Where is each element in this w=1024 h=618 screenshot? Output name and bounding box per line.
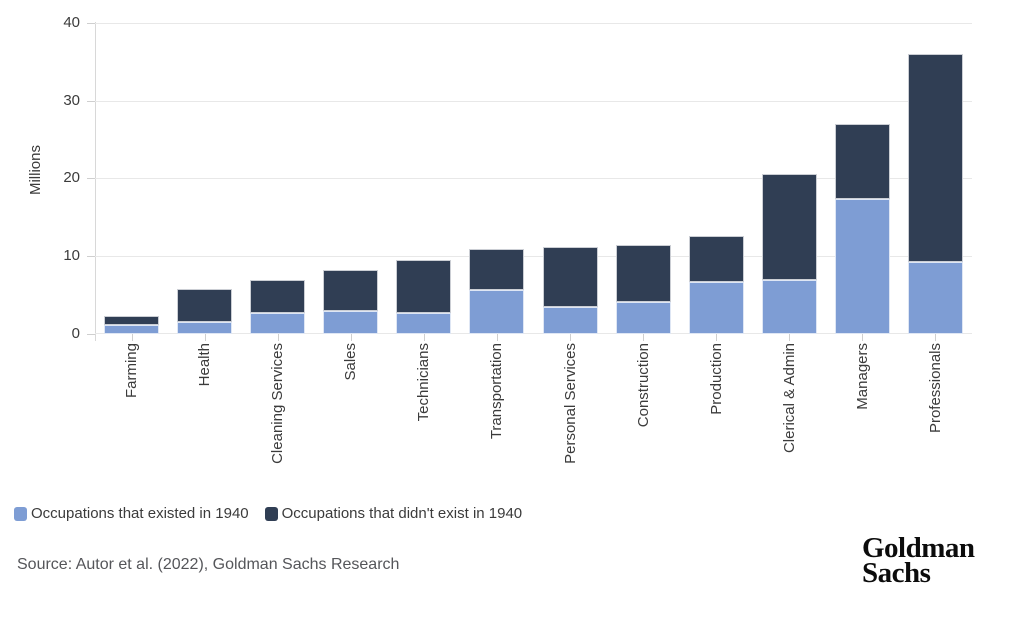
bar-managers xyxy=(834,124,890,334)
bar-segment-existed xyxy=(542,307,598,334)
bar-technicians xyxy=(396,260,452,334)
bar-professionals xyxy=(907,54,963,334)
bar-construction xyxy=(615,245,671,334)
x-axis-label-personal-services: Personal Services xyxy=(561,343,579,464)
bar-segment-existed xyxy=(323,311,379,334)
x-axis-label-sales: Sales xyxy=(342,343,360,381)
bar-segment-existed xyxy=(688,282,744,334)
y-tick-mark xyxy=(87,334,95,335)
bar-segment-existed xyxy=(396,313,452,334)
y-tick-label: 10 xyxy=(63,247,80,264)
x-tick-mark xyxy=(935,334,937,341)
bar-segment-didnt-exist xyxy=(615,245,671,302)
bar-segment-didnt-exist xyxy=(469,249,525,290)
legend-item-existed: Occupations that existed in 1940 xyxy=(14,505,249,522)
x-axis-label-farming: Farming xyxy=(123,343,141,399)
bar-segment-didnt-exist xyxy=(688,236,744,282)
x-tick-mark xyxy=(716,334,718,341)
legend-item-didnt-exist: Occupations that didn't exist in 1940 xyxy=(264,505,523,522)
bar-cleaning-services xyxy=(250,280,306,334)
goldman-sachs-logo: Goldman Sachs xyxy=(862,532,975,589)
bar-segment-existed xyxy=(761,280,817,334)
bar-segment-didnt-exist xyxy=(761,174,817,280)
bar-segment-didnt-exist xyxy=(250,280,306,313)
bar-personal-services xyxy=(542,247,598,334)
x-axis-label-cleaning-services: Cleaning Services xyxy=(269,343,287,464)
y-tick-mark xyxy=(87,256,95,257)
bar-segment-existed xyxy=(907,262,963,334)
bar-segment-didnt-exist xyxy=(323,270,379,311)
x-tick-mark xyxy=(570,334,572,341)
gridline-40 xyxy=(95,23,972,24)
gridline-20 xyxy=(95,178,972,179)
x-tick-mark xyxy=(204,334,206,341)
y-tick-mark xyxy=(87,23,95,24)
legend-label-existed: Occupations that existed in 1940 xyxy=(31,505,249,522)
bar-segment-didnt-exist xyxy=(542,247,598,307)
bar-segment-existed xyxy=(104,325,160,334)
x-tick-mark xyxy=(131,334,133,341)
bar-clerical-admin xyxy=(761,174,817,334)
bar-segment-didnt-exist xyxy=(396,260,452,313)
gridline-0 x-axis-baseline xyxy=(95,333,972,334)
y-tick-mark xyxy=(87,178,95,179)
bar-segment-existed xyxy=(250,313,306,334)
legend-swatch-didnt-exist-icon xyxy=(264,506,278,521)
y-tick-label: 20 xyxy=(63,169,80,186)
bar-segment-existed xyxy=(177,322,233,334)
y-tick-label: 0 xyxy=(71,325,80,342)
bar-transportation xyxy=(469,249,525,334)
y-tick-label: 40 xyxy=(63,14,80,31)
x-axis-label-construction: Construction xyxy=(634,343,652,428)
bar-sales xyxy=(323,270,379,334)
bar-segment-didnt-exist xyxy=(177,289,233,322)
bar-health xyxy=(177,289,233,334)
source-note: Source: Autor et al. (2022), Goldman Sac… xyxy=(17,556,400,573)
bar-segment-existed xyxy=(469,290,525,334)
logo-line-1: Goldman xyxy=(862,532,975,564)
x-axis-label-production: Production xyxy=(707,343,725,415)
bar-segment-existed xyxy=(834,199,890,334)
y-tick-mark xyxy=(87,101,95,102)
x-axis-label-technicians: Technicians xyxy=(415,343,433,422)
legend-swatch-existed-icon xyxy=(14,506,27,521)
x-tick-mark xyxy=(350,334,352,341)
x-axis-label-clerical-admin: Clerical & Admin xyxy=(780,343,798,454)
y-axis-line xyxy=(95,22,96,341)
bar-segment-didnt-exist xyxy=(104,316,160,325)
x-axis-label-transportation: Transportation xyxy=(488,343,506,440)
x-tick-mark xyxy=(496,334,498,341)
plot-area xyxy=(95,23,972,334)
bar-farming xyxy=(104,316,160,334)
gridline-30 xyxy=(95,101,972,102)
bar-production xyxy=(688,236,744,334)
x-tick-mark xyxy=(277,334,279,341)
x-axis-label-managers: Managers xyxy=(853,343,871,410)
bar-segment-didnt-exist xyxy=(907,54,963,262)
x-axis-label-health: Health xyxy=(196,343,214,387)
x-axis-label-professionals: Professionals xyxy=(926,343,944,434)
bar-segment-didnt-exist xyxy=(834,124,890,199)
x-tick-mark xyxy=(423,334,425,341)
x-tick-mark xyxy=(789,334,791,341)
legend: Occupations that existed in 1940 Occupat… xyxy=(14,505,522,522)
logo-line-2: Sachs xyxy=(862,557,931,589)
x-tick-mark xyxy=(862,334,864,341)
gridline-10 xyxy=(95,256,972,257)
bar-segment-existed xyxy=(615,302,671,334)
y-tick-label: 30 xyxy=(63,92,80,109)
legend-label-didnt-exist: Occupations that didn't exist in 1940 xyxy=(281,505,523,522)
x-tick-mark xyxy=(643,334,645,341)
